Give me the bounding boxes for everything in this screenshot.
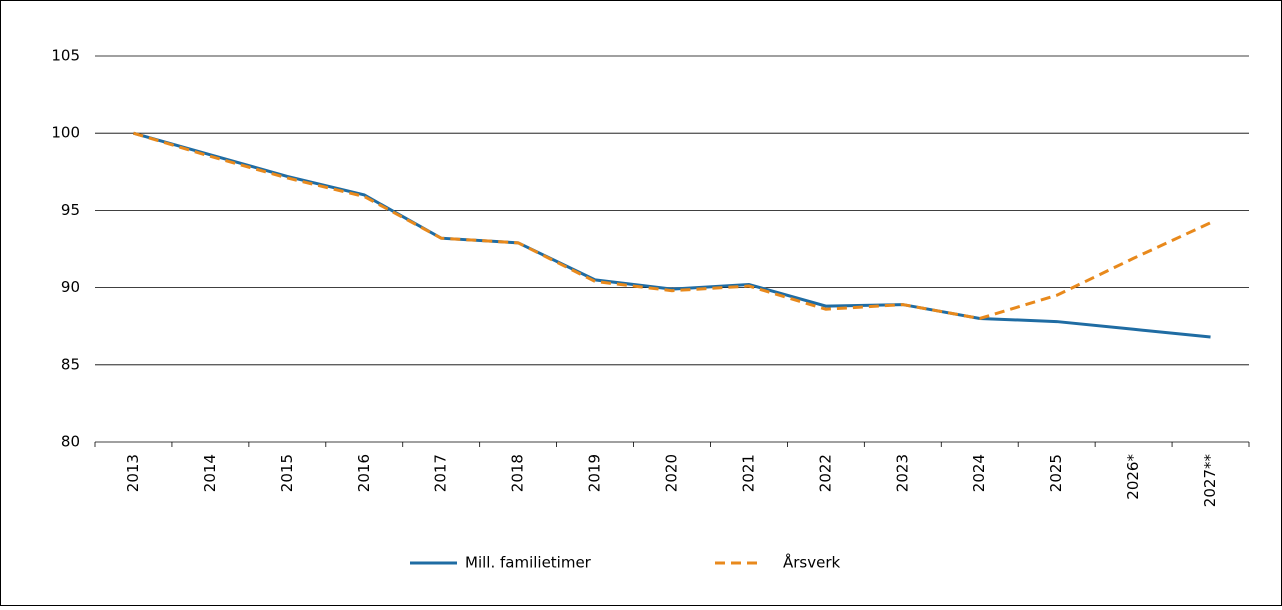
x-tick-label: 2025 (1047, 454, 1065, 492)
x-tick-label: 2024 (970, 454, 988, 492)
legend-label: Mill. familietimer (465, 554, 592, 572)
x-tick-label: 2014 (201, 454, 219, 492)
y-tick-label: 95 (61, 201, 80, 219)
x-tick-label: 2023 (893, 454, 911, 492)
x-tick-label: 2022 (816, 454, 834, 492)
x-tick-label: 2021 (739, 454, 757, 492)
y-tick-label: 100 (51, 124, 80, 142)
y-tick-label: 85 (61, 355, 80, 373)
x-tick-label: 2017 (432, 454, 450, 492)
y-tick-label: 105 (51, 47, 80, 65)
series-line (133, 131, 1211, 339)
x-tick-label: 2020 (663, 454, 681, 492)
y-tick-label: 90 (61, 278, 80, 296)
x-tick-label: 2016 (355, 454, 373, 492)
x-tick-label: 2013 (124, 454, 142, 492)
x-tick-label: 2026* (1124, 454, 1142, 500)
series-line (133, 131, 1212, 321)
x-tick-label: 2019 (586, 454, 604, 492)
x-tick-label: 2018 (509, 454, 527, 492)
legend-label: Årsverk (783, 553, 841, 572)
x-tick-label: 2027** (1201, 454, 1219, 508)
y-tick-label: 80 (61, 433, 80, 451)
x-tick-label: 2015 (278, 454, 296, 492)
